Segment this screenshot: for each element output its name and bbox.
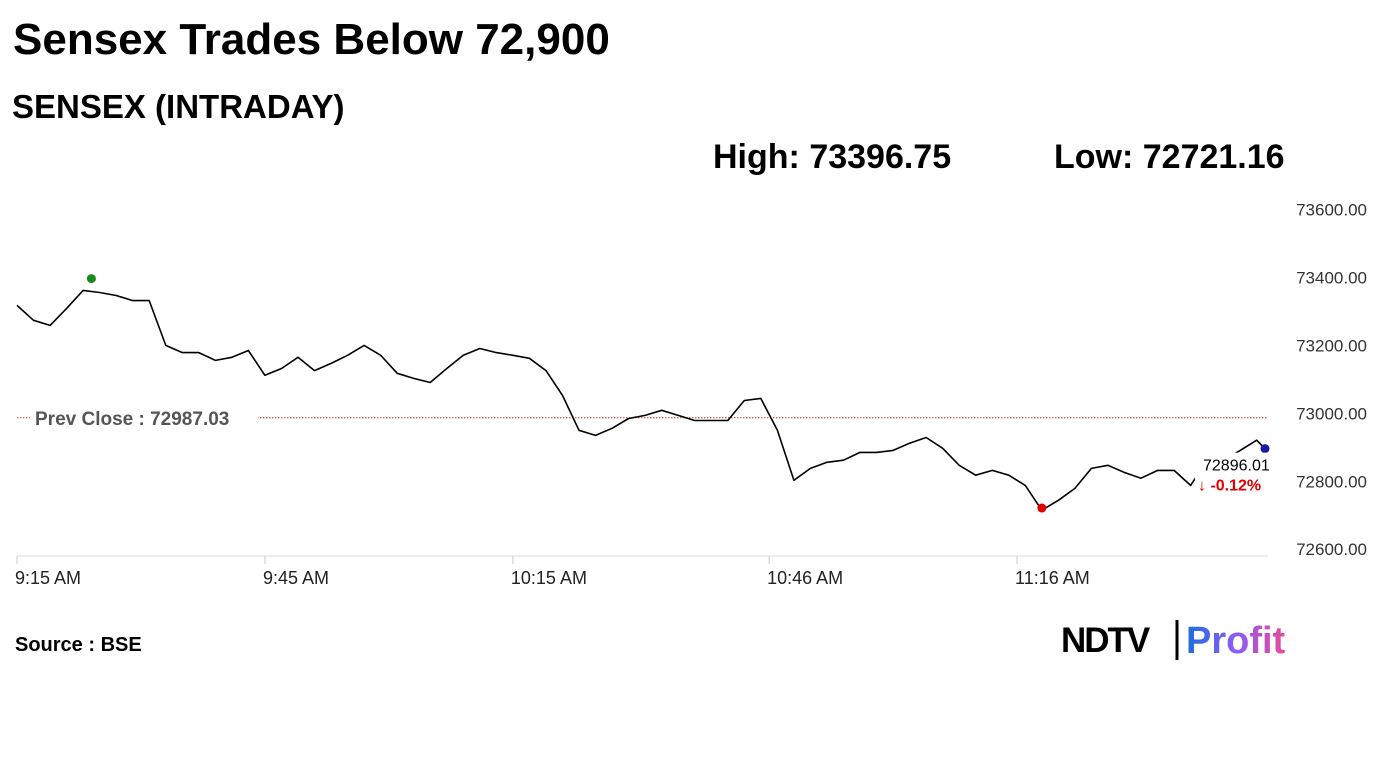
- low-text: Low: 72721.16: [1054, 138, 1285, 176]
- brand-logo: NDTV: [1061, 621, 1151, 660]
- change-value: -0.12%: [1210, 478, 1261, 495]
- y-tick-label: 73600.00: [1296, 201, 1367, 220]
- high-point: [86, 274, 96, 284]
- product-logo: Profit: [1186, 620, 1286, 662]
- y-tick-label: 72800.00: [1296, 472, 1367, 491]
- plot-area: 72600.00 72800.00 73000.00 73200.00 73400.00…: [15, 201, 1367, 588]
- last-value: 72896.01: [1203, 458, 1270, 475]
- x-tick-label: 11:16 AM: [1015, 568, 1090, 588]
- x-tick-label: 10:15 AM: [511, 568, 587, 588]
- low-label: Low:: [1054, 138, 1133, 176]
- high-label: High:: [713, 138, 800, 176]
- chart-subtitle: SENSEX (INTRADAY): [12, 88, 345, 125]
- price-line: [16, 289, 1266, 511]
- high-text: High: 73396.75: [713, 138, 951, 176]
- prev-close-label: Prev Close :: [35, 409, 145, 430]
- prev-close-bg: [30, 405, 258, 430]
- last-value-box: [1195, 452, 1269, 499]
- y-tick-label: 73200.00: [1296, 336, 1367, 355]
- last-point: [1260, 444, 1270, 454]
- high-value: 73396.75: [809, 138, 951, 176]
- x-tick-label: 9:45 AM: [263, 568, 329, 588]
- source: Source : BSE: [15, 634, 142, 656]
- low-point: [1037, 503, 1047, 513]
- change-text: ↓ -0.12%: [1198, 478, 1261, 495]
- y-tick-label: 73400.00: [1296, 269, 1367, 288]
- y-tick-label: 72600.00: [1296, 540, 1367, 559]
- prev-close-value: 72987.03: [150, 409, 229, 430]
- x-tick-label: 9:15 AM: [15, 568, 81, 588]
- low-value: 72721.16: [1143, 138, 1285, 176]
- x-tick-label: 10:46 AM: [767, 568, 843, 588]
- y-tick-label: 73000.00: [1296, 404, 1367, 423]
- prev-close-text: Prev Close : 72987.03: [35, 409, 229, 430]
- chart-title: Sensex Trades Below 72,900: [13, 15, 610, 64]
